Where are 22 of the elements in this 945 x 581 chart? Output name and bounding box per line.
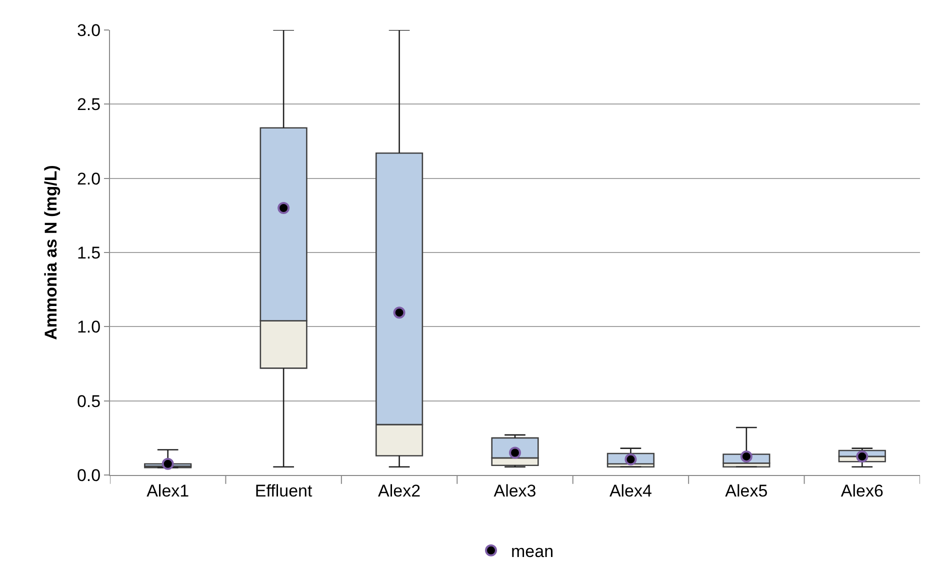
point	[740, 450, 752, 462]
y-tick-label: 1.5	[76, 243, 101, 262]
x-tick-label: Effluent	[254, 481, 313, 500]
x-tick-label: Alex5	[725, 481, 768, 500]
y-tick-label: 0.0	[76, 466, 101, 485]
legend-label: mean	[511, 542, 554, 562]
y-tick-label: 2.5	[76, 95, 101, 114]
y-tick-label: 1.0	[76, 318, 101, 337]
y-axis-title: Ammonia as N (mg/L)	[42, 165, 61, 340]
y-tick-label: 2.0	[76, 169, 101, 188]
x-tick-label: Alex6	[840, 481, 884, 500]
point	[278, 202, 290, 214]
point	[624, 453, 637, 466]
x-tick-label: Alex2	[378, 481, 421, 500]
x-tick-label: Alex4	[609, 481, 652, 500]
x-tick-label: Alex1	[146, 481, 190, 500]
y-tick-label: 3.0	[76, 20, 101, 40]
x-tick-label: Alex3	[494, 481, 536, 500]
point	[393, 306, 406, 319]
y-tick-label: 0.5	[76, 392, 101, 411]
point	[162, 458, 174, 470]
point	[856, 450, 868, 462]
